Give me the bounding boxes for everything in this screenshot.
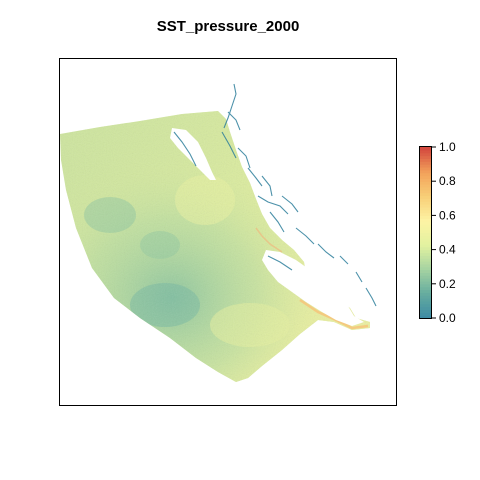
colorbar-cell <box>420 221 431 225</box>
colorbar-cell <box>420 164 431 168</box>
colorbar-cell <box>420 246 431 251</box>
land-island-south <box>262 250 364 326</box>
colorbar-cell <box>420 272 431 276</box>
colorbar-cell <box>420 226 431 231</box>
colorbar-cell <box>420 212 431 216</box>
colorbar-cell <box>420 223 431 228</box>
colorbar-cell <box>420 161 431 165</box>
colorbar-cell <box>420 258 431 262</box>
colorbar-cell <box>420 152 431 157</box>
colorbar-tick-label: 1.0 <box>439 140 456 154</box>
colorbar-cell <box>420 192 431 197</box>
colorbar-tick-label: 0.2 <box>439 277 456 291</box>
colorbar-cell <box>420 275 431 279</box>
map-title: SST_pressure_2000 <box>156 18 300 35</box>
colorbar-cell <box>420 238 431 242</box>
colorbar-cell <box>420 289 431 293</box>
colorbar-cell <box>420 266 431 271</box>
colorbar-cell <box>420 280 431 285</box>
colorbar-cell <box>420 295 431 299</box>
colorbar-cell <box>420 218 431 222</box>
colorbar-cell <box>420 292 431 296</box>
colorbar-cell <box>420 283 431 288</box>
colorbar-cell <box>420 209 431 214</box>
colorbar-cell <box>420 147 431 151</box>
colorbar-cell <box>420 189 431 194</box>
colorbar: 0.0 0.2 0.4 0.6 0.8 1.0 <box>419 140 456 325</box>
colorbar-cell <box>420 204 431 208</box>
colorbar-cell <box>420 298 431 302</box>
colorbar-cell <box>420 255 431 259</box>
colorbar-cell <box>420 235 431 239</box>
colorbar-cell <box>420 261 431 265</box>
colorbar-cell <box>420 175 431 179</box>
colorbar-tick-label: 0.6 <box>439 208 456 222</box>
colorbar-cell <box>420 232 431 236</box>
colorbar-cell <box>420 158 431 162</box>
colorbar-cell <box>420 201 431 205</box>
colorbar-tick-label: 0.8 <box>439 174 456 188</box>
colorbar-cell <box>420 312 431 316</box>
coastline-inlets <box>173 83 377 307</box>
colorbar-cell <box>420 252 431 256</box>
plot-frame <box>59 58 397 406</box>
colorbar-cell <box>420 300 431 305</box>
colorbar-cell <box>420 309 431 313</box>
colorbar-cell <box>420 229 431 234</box>
colorbar-cell <box>420 206 431 211</box>
colorbar-cell <box>420 241 431 245</box>
sst-raster <box>60 80 384 382</box>
colorbar-cell <box>420 195 431 199</box>
colorbar-cell <box>420 263 431 268</box>
colorbar-cell <box>420 315 431 319</box>
colorbar-cell <box>420 286 431 291</box>
colorbar-frame <box>419 146 432 319</box>
colorbar-ticks: 0.0 0.2 0.4 0.6 0.8 1.0 <box>431 140 456 325</box>
colorbar-cell <box>420 303 431 308</box>
sst-warm-edge <box>255 227 283 253</box>
colorbar-cell <box>420 278 431 282</box>
colorbar-cell <box>420 186 431 191</box>
colorbar-cell <box>420 249 431 254</box>
colorbar-cell <box>420 243 431 248</box>
colorbar-cell <box>420 155 431 159</box>
colorbar-cell <box>420 198 431 202</box>
colorbar-cell <box>420 306 431 311</box>
colorbar-cell <box>420 169 431 174</box>
colorbar-cell <box>420 178 431 182</box>
colorbar-cell <box>420 172 431 177</box>
colorbar-cell <box>420 184 431 188</box>
colorbar-cell <box>420 215 431 219</box>
colorbar-tick-label: 0.0 <box>439 311 456 325</box>
colorbar-cell <box>420 181 431 185</box>
colorbar-cell <box>420 149 431 154</box>
colorbar-tick-label: 0.4 <box>439 243 456 257</box>
colorbar-cell <box>420 269 431 273</box>
colorbar-cells <box>420 147 431 319</box>
colorbar-cell <box>420 166 431 171</box>
